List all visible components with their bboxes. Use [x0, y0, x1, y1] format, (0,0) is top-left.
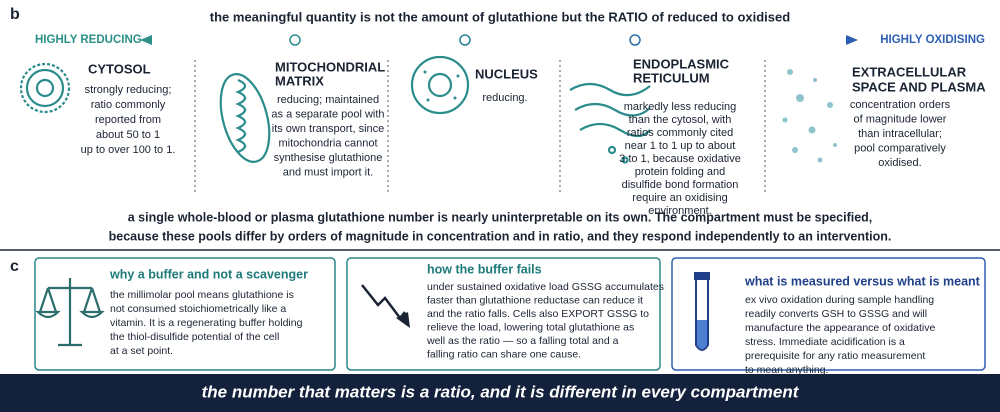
section-label: b — [10, 6, 20, 23]
card-title: why a buffer and not a scavenger — [109, 267, 308, 281]
compartment-text: strongly reducing; — [85, 84, 172, 96]
compartment-text: reducing. — [482, 92, 527, 104]
card-text: not consumed stoichiometrically like a — [110, 303, 286, 315]
card-title: how the buffer fails — [427, 262, 542, 276]
compartment-text: synthesise glutathione — [274, 152, 383, 164]
icon-scales — [35, 278, 105, 347]
compartment-text: disulfide bond formation — [622, 179, 739, 191]
compartment-text: 3 to 1, because oxidative — [619, 153, 741, 165]
compartment-text: environment. — [648, 205, 712, 217]
compartment-title: RETICULUM — [633, 70, 710, 85]
icon-extracellular — [782, 69, 837, 163]
icon-falling-trend — [361, 284, 410, 328]
card-text: prerequisite for any ratio measurement — [745, 350, 925, 362]
axis-right-label: HIGHLY OXIDISING — [880, 34, 985, 46]
banner-text: the number that matters is a ratio, and … — [202, 382, 800, 401]
compartment-text: than intracellular; — [858, 128, 942, 140]
compartment-title: NUCLEUS — [475, 66, 538, 81]
card-text: ex vivo oxidation during sample handling — [745, 294, 934, 306]
arrow-head — [846, 35, 858, 45]
compartment-text: pool comparatively — [854, 142, 946, 154]
arrow-head — [140, 35, 152, 45]
card-text: vitamin. It is a regenerating buffer hol… — [110, 317, 303, 329]
card-text: under sustained oxidative load GSSG accu… — [427, 281, 664, 293]
card-text: manufacture the appearance of oxidative — [745, 322, 935, 334]
card-text: readily converts GSH to GSSG and will — [745, 308, 927, 320]
card-text: and the ratio falls. Cells also EXPORT G… — [427, 308, 649, 320]
banner — [0, 374, 1000, 412]
compartment-text: its own transport, since — [272, 123, 385, 135]
note-line: because these pools differ by orders of … — [109, 229, 892, 243]
card-text: to mean anything. — [745, 364, 828, 376]
card-text: at a set point. — [110, 345, 173, 357]
icon-nucleus — [410, 55, 470, 115]
compartment-text: of magnitude lower — [854, 113, 947, 125]
compartment-title: MATRIX — [275, 73, 324, 88]
card-text: well as the ratio — so a falling total a… — [426, 335, 619, 347]
compartment-text: mitochondria cannot — [278, 137, 377, 149]
icon-mitochondrion — [219, 73, 271, 163]
icon-er — [569, 82, 651, 164]
arrow-node — [629, 34, 641, 46]
icon-cytosol — [19, 62, 71, 114]
compartment-title: MITOCHONDRIAL — [275, 59, 385, 74]
compartment-text: concentration orders — [850, 99, 951, 111]
compartment-title: EXTRACELLULAR — [852, 64, 967, 79]
card-text: stress. Immediate acidification is a — [745, 336, 905, 348]
compartment-title: CYTOSOL — [88, 61, 151, 76]
compartment-text: markedly less reducing — [624, 101, 737, 113]
section-label: c — [10, 258, 19, 275]
icon-test-tube — [694, 272, 710, 351]
compartment-text: and must import it. — [283, 166, 373, 178]
compartment-text: reported from — [95, 114, 161, 126]
compartment-title: SPACE AND PLASMA — [852, 79, 986, 94]
card-title: what is measured versus what is meant — [744, 274, 981, 288]
card-text: relieve the load, lowering total glutath… — [427, 321, 634, 333]
compartment-text: near 1 to 1 up to about — [625, 140, 736, 152]
axis-left-label: HIGHLY REDUCING — [35, 34, 142, 46]
card-text: falling ratio can share one cause. — [427, 348, 581, 360]
compartment-text: up to over 100 to 1. — [81, 144, 176, 156]
arrow-node — [459, 34, 471, 46]
compartment-text: reducing; maintained — [277, 94, 379, 106]
note-line: a single whole-blood or plasma glutathio… — [128, 210, 873, 224]
section-title: the meaningful quantity is not the amoun… — [210, 9, 790, 24]
compartment-text: ratio commonly — [91, 99, 166, 111]
compartment-text: than the cytosol, with — [629, 114, 732, 126]
compartment-text: as a separate pool with — [271, 108, 384, 120]
compartment-title: ENDOPLASMIC — [633, 56, 730, 71]
compartment-text: oxidised. — [878, 157, 921, 169]
card-text: the millimolar pool means glutathione is — [110, 289, 294, 301]
card-frames — [34, 257, 986, 371]
card-text: faster than glutathione reductase can re… — [427, 294, 643, 306]
compartment-text: protein folding and — [635, 166, 726, 178]
compartment-text: about 50 to 1 — [96, 129, 160, 141]
arrow-node — [289, 34, 301, 46]
compartment-text: ratios commonly cited — [627, 127, 733, 139]
card-text: the thiol-disulfide potential of the cel… — [110, 331, 279, 343]
compartment-text: require an oxidising — [632, 192, 727, 204]
